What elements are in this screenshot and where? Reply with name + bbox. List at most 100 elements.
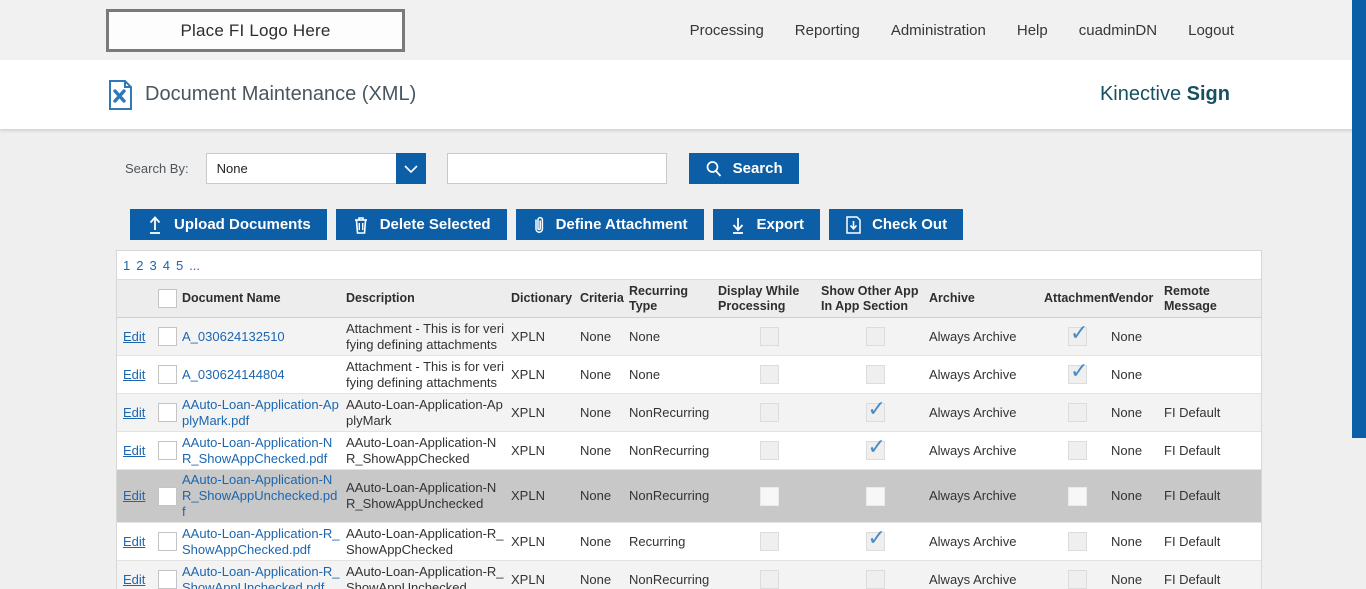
page-link[interactable]: 5: [175, 258, 184, 273]
table-row: Edit A_030624132510 Attachment - This is…: [117, 318, 1261, 356]
remote-message-cell: FI Default: [1164, 488, 1221, 503]
row-select-cell: [153, 570, 182, 589]
archive-cell: Always Archive: [929, 404, 1017, 420]
fi-logo-placeholder: Place FI Logo Here: [106, 9, 405, 52]
table-row: Edit AAuto-Loan-Application-NR_ShowAppCh…: [117, 432, 1261, 470]
attachment-checkbox: [1068, 532, 1087, 551]
attachment-cell: [1044, 486, 1111, 506]
search-icon: [705, 160, 723, 178]
row-select-checkbox[interactable]: [158, 532, 177, 551]
edit-link[interactable]: Edit: [123, 328, 146, 344]
page-link[interactable]: 3: [149, 258, 157, 273]
row-select-cell: [153, 532, 182, 551]
document-name-link[interactable]: AAuto-Loan-Application-R_ShowAppUnchecke…: [182, 563, 340, 589]
search-by-dropdown[interactable]: None: [205, 153, 426, 184]
chevron-down-icon[interactable]: [395, 153, 426, 184]
export-button[interactable]: Export: [712, 209, 821, 240]
nav-item[interactable]: Administration: [890, 21, 986, 39]
remote-message-cell: [1164, 373, 1261, 377]
column-header-vendor: Vendor: [1111, 291, 1154, 305]
document-name-link[interactable]: A_030624144804: [182, 366, 285, 382]
edit-link[interactable]: Edit: [123, 533, 146, 549]
attachment-checkbox: [1068, 320, 1088, 346]
row-select-checkbox[interactable]: [158, 441, 177, 460]
check-out-button[interactable]: Check Out: [829, 209, 964, 240]
recurring-type-cell: Recurring: [629, 533, 686, 549]
attachment-cell: [1044, 570, 1111, 589]
edit-link[interactable]: Edit: [123, 442, 146, 458]
display-while-processing-cell: [718, 365, 821, 384]
page-link[interactable]: 4: [162, 258, 170, 273]
row-select-checkbox[interactable]: [158, 570, 177, 589]
vendor-cell: None: [1111, 366, 1143, 382]
top-bar: Place FI Logo Here Processing Reporting …: [0, 0, 1366, 60]
column-header-document-name: Document Name: [182, 291, 281, 305]
document-name-link[interactable]: AAuto-Loan-Application-NR_ShowAppChecked…: [182, 434, 333, 466]
dictionary-cell: XPLN: [511, 571, 545, 587]
document-name-cell: AAuto-Loan-Application-R_ShowAppUnchecke…: [182, 562, 346, 589]
upload-documents-button[interactable]: Upload Documents: [130, 209, 327, 240]
check-out-label: Check Out: [872, 216, 948, 233]
row-select-cell: [153, 327, 182, 346]
row-select-checkbox[interactable]: [158, 486, 177, 506]
criteria-cell: None: [580, 571, 612, 587]
display-while-processing-cell: [718, 403, 821, 422]
attachment-checkbox: [1068, 441, 1087, 460]
attachment-cell: [1044, 532, 1111, 551]
delete-selected-button[interactable]: Delete Selected: [335, 209, 507, 240]
define-attachment-button[interactable]: Define Attachment: [515, 209, 704, 240]
search-bar: Search By: None Search: [125, 153, 1366, 184]
document-name-link[interactable]: AAuto-Loan-Application-NR_ShowAppUncheck…: [182, 472, 338, 519]
row-select-checkbox[interactable]: [158, 327, 177, 346]
page-link[interactable]: 1: [123, 258, 131, 273]
edit-cell: Edit: [117, 570, 153, 589]
column-header-dictionary: Dictionary: [511, 291, 573, 305]
archive-cell: Always Archive: [929, 442, 1017, 458]
edit-link[interactable]: Edit: [123, 366, 146, 382]
vendor-cell: None: [1111, 533, 1143, 549]
edit-link[interactable]: Edit: [123, 404, 146, 420]
display-while-processing-checkbox: [760, 486, 779, 506]
search-input[interactable]: [446, 153, 667, 184]
search-button[interactable]: Search: [688, 153, 799, 184]
display-while-processing-checkbox: [760, 327, 779, 346]
nav-item[interactable]: Processing: [689, 21, 764, 39]
page-link[interactable]: 2: [136, 258, 144, 273]
nav-item[interactable]: cuadminDN: [1078, 21, 1158, 39]
page-link[interactable]: ...: [189, 258, 201, 273]
column-header-attachment: Attachment: [1044, 291, 1113, 305]
select-all-checkbox[interactable]: [158, 289, 177, 308]
recurring-type-cell: NonRecurring: [629, 404, 710, 420]
nav-item[interactable]: Reporting: [794, 21, 860, 39]
edit-link[interactable]: Edit: [123, 488, 146, 503]
document-name-cell: AAuto-Loan-Application-ApplyMark.pdf: [182, 395, 346, 431]
show-other-app-cell: [821, 365, 929, 384]
display-while-processing-cell: [718, 327, 821, 346]
document-name-link[interactable]: AAuto-Loan-Application-R_ShowAppChecked.…: [182, 525, 340, 557]
column-header-description: Description: [346, 291, 415, 305]
description-cell: AAuto-Loan-Application-NR_ShowAppChecked: [346, 434, 497, 466]
criteria-cell: None: [580, 488, 612, 503]
dictionary-cell: XPLN: [511, 328, 545, 344]
attachment-cell: [1044, 358, 1111, 384]
show-other-app-checkbox: [865, 434, 886, 460]
row-select-checkbox[interactable]: [158, 403, 177, 422]
upload-icon: [146, 215, 164, 235]
page-scrollbar[interactable]: [1352, 0, 1366, 589]
nav-item[interactable]: Logout: [1188, 21, 1234, 39]
row-select-cell: [153, 441, 182, 460]
description-cell: AAuto-Loan-Application-NR_ShowAppUncheck…: [346, 480, 497, 511]
dictionary-cell: XPLN: [511, 488, 545, 503]
attachment-checkbox: [1068, 358, 1088, 384]
remote-message-cell: FI Default: [1164, 571, 1221, 587]
table-row: Edit AAuto-Loan-Application-ApplyMark.pd…: [117, 394, 1261, 432]
pagination: 1 2 3 4 5 ...: [117, 251, 1261, 280]
edit-cell: Edit: [117, 365, 153, 385]
row-select-checkbox[interactable]: [158, 365, 177, 384]
edit-link[interactable]: Edit: [123, 571, 146, 587]
scrollbar-thumb[interactable]: [1352, 0, 1366, 438]
document-name-cell: A_030624132510: [182, 327, 346, 347]
nav-item[interactable]: Help: [1016, 21, 1048, 39]
document-name-link[interactable]: AAuto-Loan-Application-ApplyMark.pdf: [182, 396, 339, 428]
document-name-link[interactable]: A_030624132510: [182, 328, 285, 344]
